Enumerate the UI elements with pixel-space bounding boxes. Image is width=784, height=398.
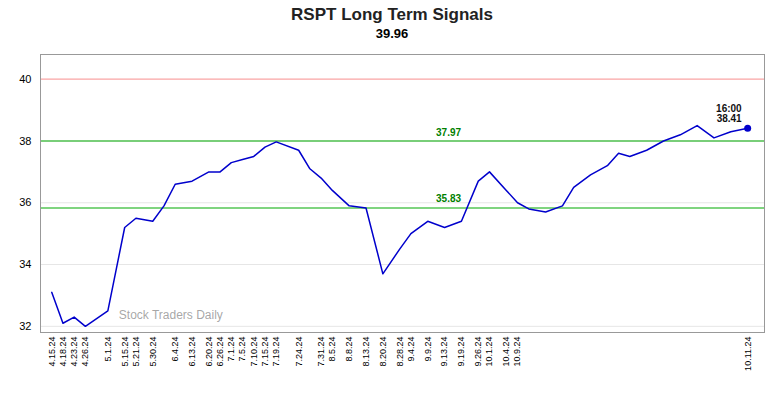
svg-text:10.1.24: 10.1.24 <box>484 337 494 367</box>
svg-text:7.15.24: 7.15.24 <box>260 337 270 367</box>
svg-text:36: 36 <box>19 196 31 208</box>
svg-text:6.4.24: 6.4.24 <box>170 337 180 362</box>
svg-text:4.23.24: 4.23.24 <box>69 337 79 367</box>
svg-text:9.4.24: 9.4.24 <box>406 337 416 362</box>
svg-text:40: 40 <box>19 73 31 85</box>
svg-text:8.28.24: 8.28.24 <box>395 337 405 367</box>
svg-text:5.15.24: 5.15.24 <box>120 337 130 367</box>
svg-text:9.26.24: 9.26.24 <box>473 337 483 367</box>
html-text:RSPT Long Term Signals: RSPT Long Term Signals <box>291 5 493 24</box>
svg-text:34: 34 <box>19 258 31 270</box>
svg-text:7.5.24: 7.5.24 <box>237 337 247 362</box>
svg-text:7.31.24: 7.31.24 <box>316 337 326 367</box>
svg-text:5.21.24: 5.21.24 <box>131 337 141 367</box>
svg-text:10.4.24: 10.4.24 <box>501 337 511 367</box>
svg-text:16:0038.41: 16:0038.41 <box>716 103 742 124</box>
svg-text:8.13.24: 8.13.24 <box>361 337 371 367</box>
svg-text:5.30.24: 5.30.24 <box>148 337 158 367</box>
svg-text:8.8.24: 8.8.24 <box>344 337 354 362</box>
svg-text:6.13.24: 6.13.24 <box>187 337 197 367</box>
svg-text:7.10.24: 7.10.24 <box>249 337 259 367</box>
svg-text:4.26.24: 4.26.24 <box>80 337 90 367</box>
svg-text:8.20.24: 8.20.24 <box>378 337 388 367</box>
svg-text:38: 38 <box>19 135 31 147</box>
svg-text:10.9.24: 10.9.24 <box>512 337 522 367</box>
svg-text:7.24.24: 7.24.24 <box>294 337 304 367</box>
svg-text:35.83: 35.83 <box>436 193 461 204</box>
svg-text:Stock Traders Daily: Stock Traders Daily <box>119 308 223 322</box>
svg-text:6.26.24: 6.26.24 <box>215 337 225 367</box>
svg-text:9.19.24: 9.19.24 <box>456 337 466 367</box>
svg-text:9.9.24: 9.9.24 <box>423 337 433 362</box>
svg-text:32: 32 <box>19 320 31 332</box>
svg-text:6.20.24: 6.20.24 <box>204 337 214 367</box>
svg-text:7.19.24: 7.19.24 <box>271 337 281 367</box>
html-text:39.96: 39.96 <box>375 26 409 41</box>
svg-text:9.13.24: 9.13.24 <box>439 337 449 367</box>
svg-text:7.1.24: 7.1.24 <box>226 337 236 362</box>
svg-text:4.18.24: 4.18.24 <box>58 337 68 367</box>
svg-text:37.97: 37.97 <box>436 127 461 138</box>
svg-text:10.11.24: 10.11.24 <box>743 337 753 371</box>
svg-text:8.5.24: 8.5.24 <box>327 337 337 362</box>
svg-text:4.15.24: 4.15.24 <box>47 337 57 367</box>
svg-text:5.1.24: 5.1.24 <box>103 337 113 362</box>
